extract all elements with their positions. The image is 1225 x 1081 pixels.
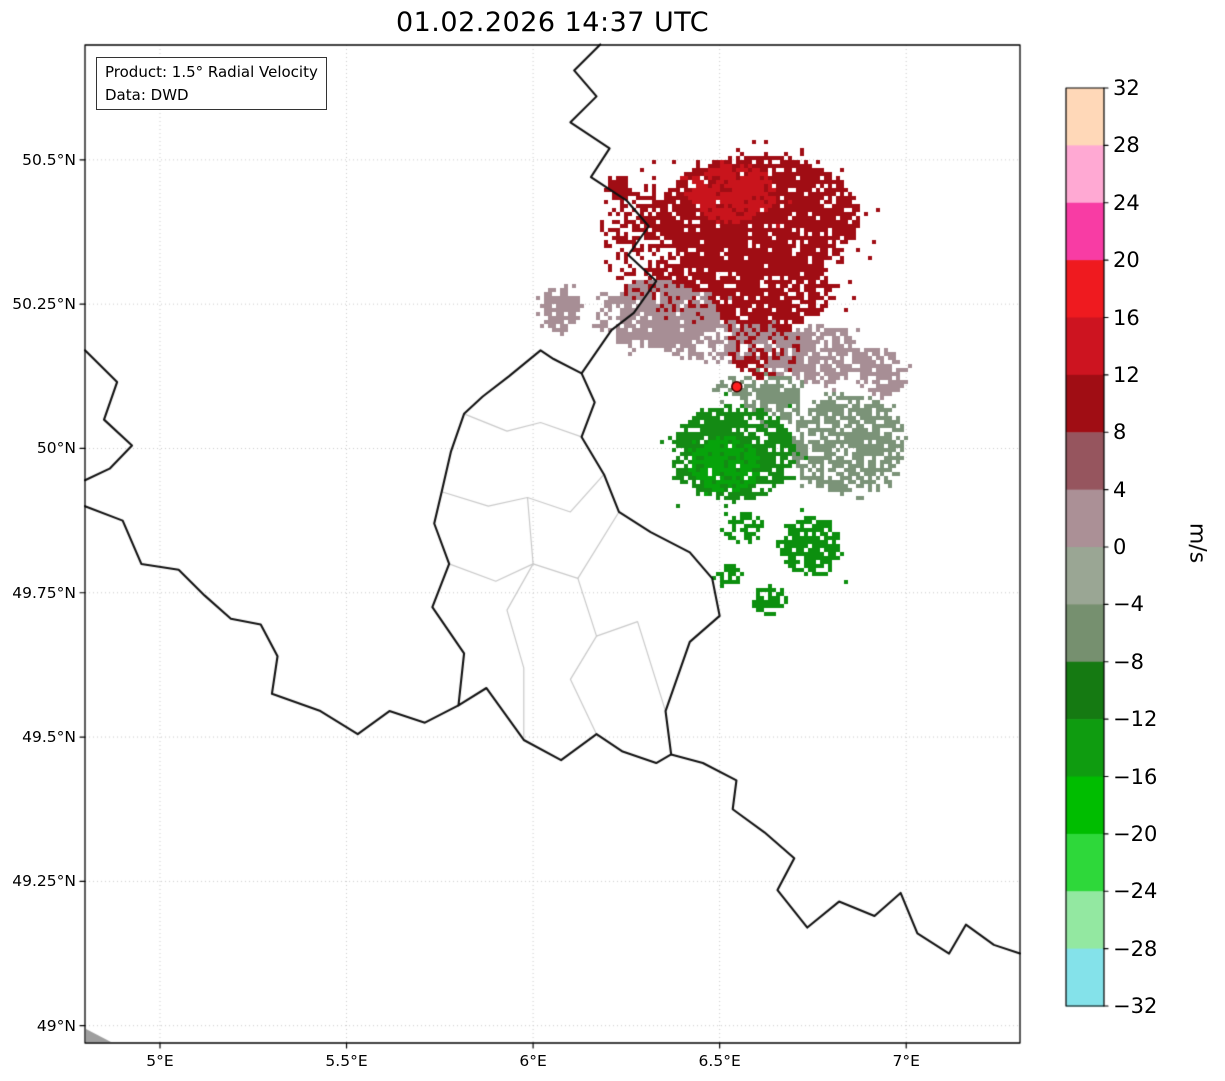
colorbar-tick-label: 0	[1113, 535, 1127, 559]
colorbar-tick-label: 20	[1113, 248, 1140, 273]
colorbar-tick-label: −24	[1113, 879, 1158, 904]
y-tick-label: 49.25°N	[12, 872, 76, 891]
colorbar-tick-label: 24	[1113, 190, 1140, 215]
x-tick-label: 5.5°E	[325, 1052, 368, 1070]
y-tick-label: 50.5°N	[22, 150, 76, 169]
colorbar-unit-label: m/s	[1184, 522, 1210, 564]
colorbar-tick-label: 16	[1113, 305, 1140, 330]
colorbar-tick-label: −20	[1113, 821, 1158, 846]
y-tick-label: 50°N	[36, 439, 76, 458]
colorbar-tick-label: 12	[1113, 362, 1140, 387]
colorbar-tick-label: −28	[1113, 936, 1158, 961]
annotation-product: Product: 1.5° Radial Velocity	[105, 63, 318, 81]
x-tick-label: 7°E	[892, 1052, 920, 1070]
colorbar-tick-label: −16	[1113, 764, 1158, 789]
colorbar-tick-label: −4	[1113, 592, 1144, 617]
x-tick-label: 5°E	[146, 1052, 174, 1070]
y-tick-label: 49.75°N	[12, 583, 76, 602]
y-tick-label: 50.25°N	[12, 295, 76, 314]
colorbar-tick-label: −8	[1113, 649, 1144, 674]
colorbar-tick-label: 32	[1113, 76, 1140, 100]
colorbar-tick-label: 8	[1113, 420, 1127, 445]
annotation-box: Product: 1.5° Radial Velocity Data: DWD	[96, 57, 327, 110]
colorbar-tick-label: −32	[1113, 994, 1158, 1018]
colorbar-tick-label: −12	[1113, 707, 1158, 732]
y-tick-label: 49°N	[36, 1016, 76, 1035]
colorbar-tick-label: 4	[1113, 477, 1127, 502]
x-tick-label: 6.5°E	[698, 1052, 741, 1070]
x-tick-label: 6°E	[519, 1052, 547, 1070]
colorbar-tick-label: 28	[1113, 133, 1140, 158]
y-tick-label: 49.5°N	[22, 728, 76, 747]
annotation-source: Data: DWD	[105, 85, 189, 104]
